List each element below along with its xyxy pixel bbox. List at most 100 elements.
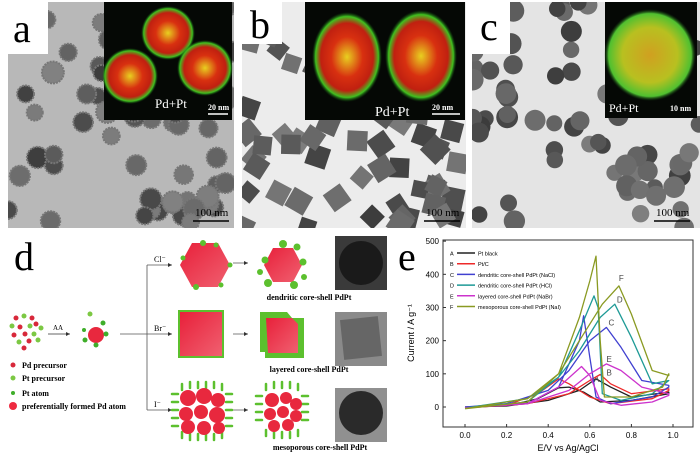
nanoparticle — [472, 122, 489, 143]
nanoparticle — [366, 129, 396, 159]
legend-entry-F: mesoporous core-shell PdPt (NaI) — [478, 305, 561, 311]
nanoparticle — [562, 41, 580, 58]
nanoparticle — [410, 179, 430, 199]
panel-label-e: e — [398, 234, 416, 279]
nanoparticle — [690, 115, 700, 133]
scale-label-a: 100 nm — [195, 207, 229, 219]
legend-key-D: D — [450, 284, 454, 290]
layered-core-shell — [260, 312, 304, 358]
panel-b: b Pd+Pt 20 nm 100 nm — [242, 2, 466, 228]
inset-scale-c: 10 nm — [670, 104, 691, 113]
nanoparticle — [161, 190, 185, 214]
nanoparticle — [346, 130, 368, 152]
y-tick-label: 500 — [426, 237, 440, 246]
diagram-d: d AA Cl⁻ Br⁻ I⁻ — [9, 234, 387, 452]
product-label-dendritic: dendritic core-shell PdPt — [267, 293, 352, 302]
nanoparticle — [43, 144, 64, 165]
nanoparticle — [472, 68, 484, 91]
legend-pt-atom: Pt atom — [22, 389, 49, 398]
nanoparticle — [590, 133, 607, 151]
nanoparticle — [39, 210, 62, 228]
nanoparticle — [58, 42, 78, 62]
hexagon-pd-core — [180, 240, 233, 290]
x-tick-label: 1.0 — [667, 431, 679, 440]
nanoparticle — [630, 180, 650, 200]
nanoparticle — [101, 126, 121, 146]
x-tick-label: 0.0 — [459, 431, 471, 440]
nanoparticle — [8, 164, 31, 187]
nanoparticle — [637, 161, 658, 182]
nanoparticle — [25, 103, 44, 122]
panel-a: a Pd+Pt 20 nm 100 nm — [8, 2, 234, 228]
legend-pd-precursor: Pd precursor — [22, 361, 67, 370]
legend-pd-atom: preferentially formed Pd atom — [22, 402, 126, 411]
product-label-layered: layered core-shell PdPt — [270, 365, 349, 374]
legend-entry-A: Pt black — [478, 252, 498, 258]
nanoparticle — [615, 154, 637, 177]
ion-label-br: Br⁻ — [154, 324, 166, 333]
label-bg — [8, 2, 48, 54]
nanoparticle — [481, 61, 500, 80]
nucleus-particle — [82, 311, 109, 348]
x-tick-label: 0.2 — [501, 431, 513, 440]
nanoparticle — [242, 152, 271, 180]
nanoparticle — [367, 153, 397, 184]
scale-label-c: 100 nm — [656, 207, 690, 219]
nanoparticle — [663, 176, 685, 198]
label-bg — [472, 2, 510, 54]
nanoparticle — [498, 105, 516, 124]
nanoparticle — [440, 119, 465, 144]
nanoparticle — [304, 142, 332, 170]
square-pd-core — [178, 310, 224, 358]
series-curve-B — [464, 373, 670, 409]
series-curve-F — [464, 255, 670, 410]
nanoparticle — [646, 185, 667, 206]
nanoparticle — [569, 2, 587, 11]
nanoparticle — [495, 83, 517, 104]
nanoparticle — [296, 216, 318, 228]
nanoparticle — [424, 174, 448, 198]
nanoparticle — [679, 143, 699, 163]
x-axis-label: E/V vs Ag/AgCl — [537, 443, 598, 453]
panel-label-c: c — [480, 4, 498, 49]
x-tick-label: 0.6 — [584, 431, 596, 440]
nanoparticle — [284, 186, 314, 216]
nanoparticle — [359, 204, 385, 228]
nanoparticle — [562, 62, 581, 81]
nanoparticle — [280, 134, 301, 155]
legend-key-A: A — [450, 252, 454, 258]
diagram-legend: Pd precursor Pt precursor Pt atom prefer… — [9, 361, 126, 411]
nanoparticle — [242, 180, 261, 204]
label-bg — [242, 2, 282, 44]
nanoparticle — [560, 20, 582, 42]
inset-map-a: Pd+Pt 20 nm — [102, 2, 233, 120]
y-axis-label: Current / A g⁻¹ — [406, 304, 416, 362]
nanoparticle — [546, 67, 565, 85]
mesoporous-pd-core — [170, 380, 234, 442]
nanoparticle — [546, 115, 563, 132]
precursor-mixture — [9, 313, 44, 351]
y-tick-label: 200 — [426, 337, 440, 346]
product-label-mesoporous: mesoporous core-shell PdPt — [273, 443, 368, 452]
nanoparticle — [135, 206, 155, 226]
curve-label-A: A — [594, 375, 600, 384]
nanoparticle — [125, 154, 148, 177]
nanoparticle — [205, 146, 228, 169]
y-tick-label: 300 — [426, 303, 440, 312]
curves: AB C D E F — [464, 255, 670, 410]
nanoparticle — [242, 95, 262, 121]
nanoparticle — [419, 134, 451, 165]
curve-label-D: D — [617, 296, 623, 305]
legend-entry-D: dendritic core-shell PdPt (HCl) — [478, 284, 552, 290]
nanoparticle — [139, 187, 163, 211]
nanoparticle — [72, 111, 95, 133]
nanoparticle — [198, 118, 219, 139]
nanoparticle — [214, 172, 234, 194]
legend-key-B: B — [450, 262, 454, 268]
nanoparticle — [430, 202, 457, 228]
reagent-label: AA — [53, 324, 63, 332]
mesoporous-core-shell — [254, 380, 310, 440]
nanoparticle — [242, 214, 257, 228]
chart-legend: A Pt black B Pt/C C dendritic core-shell PdPt… — [450, 252, 561, 312]
